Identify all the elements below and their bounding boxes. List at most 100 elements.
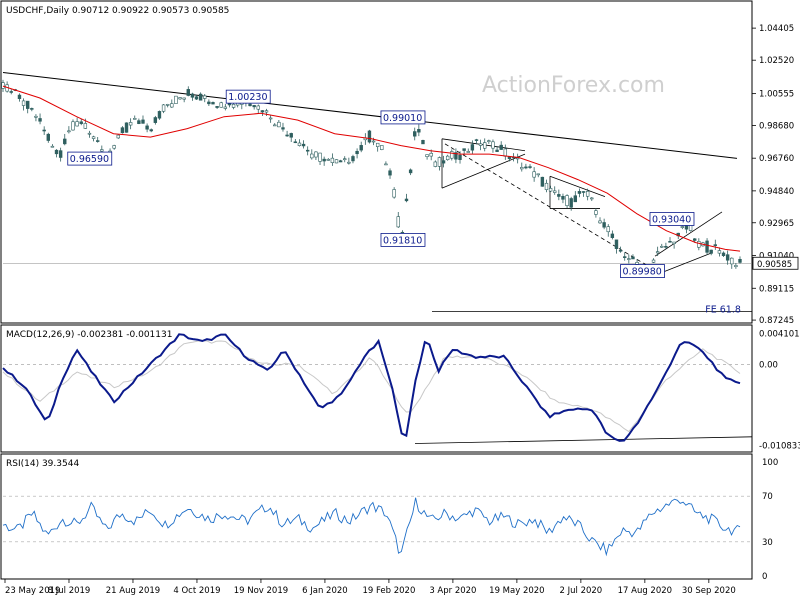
candle-body xyxy=(738,258,742,263)
candle-body xyxy=(359,145,363,151)
candle-body xyxy=(602,222,606,228)
candle-body xyxy=(429,152,433,157)
candle-body xyxy=(717,250,722,254)
candle-body xyxy=(58,150,63,158)
candle-body xyxy=(248,103,252,107)
candle-body xyxy=(709,249,713,254)
candle-body xyxy=(561,195,565,200)
candle-body xyxy=(515,157,520,160)
macd-support-line xyxy=(414,436,753,444)
candle-body xyxy=(124,122,129,133)
current-price-tag xyxy=(752,256,799,270)
candle-body xyxy=(569,198,573,208)
rsi-panel-border xyxy=(0,453,753,580)
macd-plot xyxy=(2,333,753,444)
price-tick-label: 0.89115 xyxy=(759,284,794,294)
candle-body xyxy=(314,151,318,158)
candle-body xyxy=(433,161,438,167)
candle-body xyxy=(165,104,170,106)
price-tick-label: 0.94840 xyxy=(759,187,794,197)
candle-body xyxy=(145,125,149,130)
candle-body xyxy=(334,159,339,164)
price-tick-label: 0.92965 xyxy=(759,219,794,229)
date-tick-label: 19 Nov 2019 xyxy=(234,586,288,596)
candle-body xyxy=(474,139,479,141)
candle-body xyxy=(322,158,326,162)
candle-body xyxy=(273,124,277,127)
price-annotation-box xyxy=(225,89,271,104)
candle-body xyxy=(194,96,199,100)
candle-body xyxy=(470,144,475,151)
candle-body xyxy=(223,106,228,109)
price-annotation-label: 0.91810 xyxy=(383,235,422,246)
price-tick-label: 1.00555 xyxy=(759,90,794,100)
candle-body xyxy=(338,160,343,163)
candle-body xyxy=(17,94,22,99)
candle-body xyxy=(46,133,50,141)
rsi-line xyxy=(2,497,741,557)
date-tick-label: 8 Jul 2019 xyxy=(48,586,91,596)
candle-body xyxy=(713,244,717,246)
candle-body xyxy=(553,190,557,193)
candle-body xyxy=(598,220,602,224)
candle-body xyxy=(725,254,730,261)
price-title: USDCHF,Daily 0.90712 0.90922 0.90573 0.9… xyxy=(6,6,229,16)
candle-body xyxy=(396,216,400,228)
price-annotation-label: 0.99010 xyxy=(383,113,422,124)
candle-body xyxy=(408,169,413,174)
candle-body xyxy=(26,100,30,109)
rising-channel-bottom xyxy=(659,252,713,274)
flag-top xyxy=(549,175,606,198)
candle-body xyxy=(618,249,623,252)
candle-body xyxy=(478,143,483,146)
price-annotation-box xyxy=(67,151,113,166)
rsi-plot xyxy=(2,495,752,557)
date-tick-label: 3 Apr 2020 xyxy=(429,586,476,596)
candle-body xyxy=(83,123,88,129)
candle-body xyxy=(54,149,59,155)
candle-body xyxy=(367,130,372,143)
candle-body xyxy=(297,142,302,146)
candle-body xyxy=(211,102,215,105)
rsi-tick-label: 100 xyxy=(762,458,778,468)
candle-body xyxy=(458,154,462,160)
date-tick-label: 17 Aug 2020 xyxy=(618,586,672,596)
candle-body xyxy=(540,176,545,187)
candle-body xyxy=(375,142,380,147)
candle-body xyxy=(219,102,223,108)
price-annotation-label: 1.00230 xyxy=(228,92,267,103)
date-tick-label: 21 Aug 2019 xyxy=(106,586,160,596)
candle-body xyxy=(318,152,322,162)
current-price-label: 0.90585 xyxy=(757,260,792,270)
candle-body xyxy=(112,145,116,149)
candle-body xyxy=(186,89,190,96)
date-tick-label: 30 Sep 2020 xyxy=(682,586,736,596)
price-tick-label: 0.91040 xyxy=(759,252,794,262)
candle-body xyxy=(590,197,594,200)
candle-body xyxy=(528,166,532,168)
candle-body xyxy=(301,143,306,147)
candle-body xyxy=(557,194,561,197)
date-tick-label: 19 Feb 2020 xyxy=(362,586,415,596)
candle-body xyxy=(664,246,668,248)
candle-body xyxy=(1,82,5,89)
candle-body xyxy=(281,127,285,130)
candle-body xyxy=(581,191,586,193)
candle-body xyxy=(174,95,178,104)
candle-body xyxy=(305,149,310,152)
candle-body xyxy=(133,118,137,120)
candle-body xyxy=(330,157,335,163)
price-plot: 1.00230 0.96590 0.99010 0.91810 0.93040 0.899… xyxy=(1,71,752,315)
rsi-tick-label: 30 xyxy=(762,538,773,548)
watermark: ActionForex.com xyxy=(482,73,665,98)
price-tick-label: 0.96760 xyxy=(759,154,794,164)
candle-body xyxy=(417,129,421,133)
candle-body xyxy=(120,127,125,134)
candle-body xyxy=(157,111,162,119)
candle-body xyxy=(536,173,540,176)
rsi-tick-label: 0 xyxy=(762,572,767,582)
triangle-bottom xyxy=(441,153,526,189)
macd-line xyxy=(2,333,741,442)
candle-body xyxy=(87,132,92,135)
moving-average-line xyxy=(2,85,741,252)
